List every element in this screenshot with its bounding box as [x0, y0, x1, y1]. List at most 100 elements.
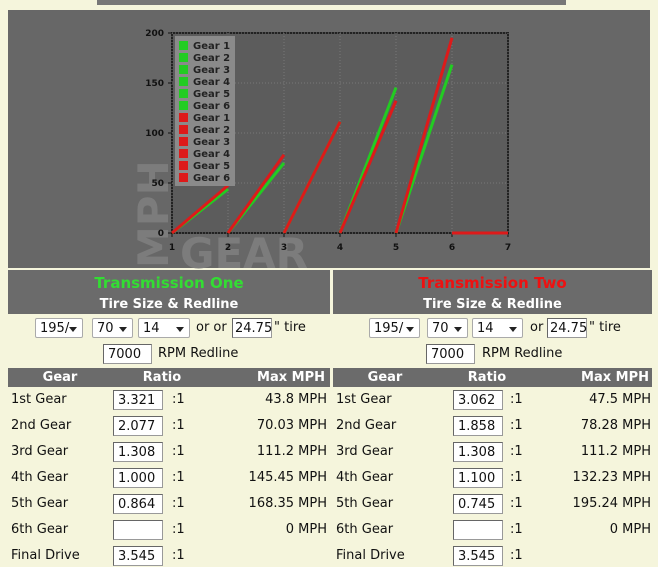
x-tick-label: 4 — [337, 243, 343, 253]
ratio-input[interactable]: 1.858 — [453, 416, 503, 436]
x-tick-label: 1 — [169, 243, 175, 253]
column-header: Gear — [367, 370, 403, 385]
panel-title: Transmission Two — [418, 274, 567, 292]
gear-line — [282, 121, 342, 234]
header-strip — [97, 0, 566, 5]
gear-label: 6th Gear — [11, 522, 69, 537]
ratio-suffix: :1 — [510, 418, 523, 433]
tire-select[interactable]: 70 — [427, 318, 468, 338]
ratio-input[interactable]: 3.062 — [453, 390, 503, 410]
legend-label: Gear 3 — [193, 137, 230, 148]
y-tick-label: 100 — [145, 129, 164, 139]
max-mph: 111.2 MPH — [580, 444, 651, 459]
legend-label: Gear 2 — [193, 53, 230, 64]
y-axis-label: MPH — [129, 160, 178, 268]
column-header: Max MPH — [581, 370, 649, 385]
max-mph: 78.28 MPH — [580, 418, 651, 433]
ratio-input[interactable]: 3.545 — [453, 546, 503, 566]
rpm-label: RPM Redline — [158, 346, 239, 361]
column-header: Gear — [42, 370, 78, 385]
or-text: or — [530, 320, 544, 335]
x-tick-label: 5 — [393, 243, 399, 253]
tire-select[interactable]: 195/ — [369, 318, 420, 338]
gear-label: 3rd Gear — [336, 444, 394, 459]
y-tick-label: 50 — [151, 179, 164, 189]
max-mph: 111.2 MPH — [256, 444, 327, 459]
ratio-input[interactable]: 2.077 — [113, 416, 163, 436]
ratio-input[interactable]: 3.545 — [113, 546, 163, 566]
max-mph: 195.24 MPH — [572, 496, 651, 511]
ratio-suffix: :1 — [172, 418, 185, 433]
legend-swatch — [179, 173, 188, 182]
ratio-input[interactable]: 0.745 — [453, 494, 503, 514]
ratio-input[interactable]: 3.321 — [113, 390, 163, 410]
y-tick-label: 0 — [158, 229, 164, 239]
tire-unit: " tire — [589, 320, 621, 335]
tire-unit: " tire — [274, 320, 306, 335]
legend-swatch — [179, 149, 188, 158]
max-mph: 0 MPH — [285, 522, 327, 537]
ratio-suffix: :1 — [510, 392, 523, 407]
legend-swatch — [179, 113, 188, 122]
tire-select[interactable]: 195/ — [35, 318, 83, 338]
column-header: Max MPH — [257, 370, 325, 385]
rpm-input[interactable]: 7000 — [103, 344, 152, 364]
ratio-input[interactable]: 1.100 — [453, 468, 503, 488]
legend-swatch — [179, 125, 188, 134]
legend-label: Gear 6 — [193, 173, 230, 184]
ratio-input[interactable]: 0.864 — [113, 494, 163, 514]
max-mph: 47.5 MPH — [589, 392, 651, 407]
ratio-input[interactable] — [453, 520, 503, 540]
title-bar — [8, 270, 330, 314]
gear-label: 6th Gear — [336, 522, 394, 537]
tire-select[interactable]: 70 — [92, 318, 133, 338]
legend-label: Gear 1 — [193, 113, 230, 124]
legend-swatch — [179, 137, 188, 146]
ratio-suffix: :1 — [172, 496, 185, 511]
legend-label: Gear 5 — [193, 89, 230, 100]
column-header: Ratio — [142, 370, 182, 385]
tire-select[interactable]: 14 — [472, 318, 523, 338]
legend-label: Gear 4 — [193, 77, 230, 88]
legend-swatch — [179, 65, 188, 74]
gear-label: 5th Gear — [336, 496, 394, 511]
gear-label: 2nd Gear — [11, 418, 72, 433]
rpm-input[interactable]: 7000 — [426, 344, 475, 364]
ratio-suffix: :1 — [172, 470, 185, 485]
rpm-label: RPM Redline — [482, 346, 563, 361]
table-header-bar — [333, 368, 652, 387]
legend-swatch — [179, 89, 188, 98]
legend-label: Gear 2 — [193, 125, 230, 136]
gear-label: 4th Gear — [11, 470, 69, 485]
max-mph: 43.8 MPH — [265, 392, 327, 407]
tire-select[interactable]: 14 — [138, 318, 190, 338]
gear-line — [394, 37, 454, 234]
legend-swatch — [179, 101, 188, 110]
legend-label: Gear 1 — [193, 41, 230, 52]
gear-label: 3rd Gear — [11, 444, 69, 459]
or-text: or or — [196, 320, 227, 335]
legend-label: Gear 3 — [193, 65, 230, 76]
ratio-input[interactable]: 1.000 — [113, 468, 163, 488]
gear-label: 1st Gear — [11, 392, 67, 407]
gear-line — [338, 100, 398, 234]
gear-label: Final Drive — [336, 548, 405, 563]
ratio-input[interactable] — [113, 520, 163, 540]
max-mph: 70.03 MPH — [256, 418, 327, 433]
ratio-input[interactable]: 1.308 — [453, 442, 503, 462]
gear-label: 1st Gear — [336, 392, 392, 407]
gear-label: 5th Gear — [11, 496, 69, 511]
max-mph: 132.23 MPH — [572, 470, 651, 485]
legend-swatch — [179, 77, 188, 86]
ratio-input[interactable]: 1.308 — [113, 442, 163, 462]
gear-line — [171, 184, 229, 235]
ratio-suffix: :1 — [510, 522, 523, 537]
tire-diameter-input[interactable]: 24.75 — [232, 318, 272, 338]
tire-diameter-input[interactable]: 24.75 — [547, 318, 587, 338]
legend-label: Gear 4 — [193, 149, 230, 160]
ratio-suffix: :1 — [172, 548, 185, 563]
x-tick-label: 3 — [281, 243, 287, 253]
x-axis-label: GEAR — [180, 229, 308, 270]
gear-label: 2nd Gear — [336, 418, 397, 433]
